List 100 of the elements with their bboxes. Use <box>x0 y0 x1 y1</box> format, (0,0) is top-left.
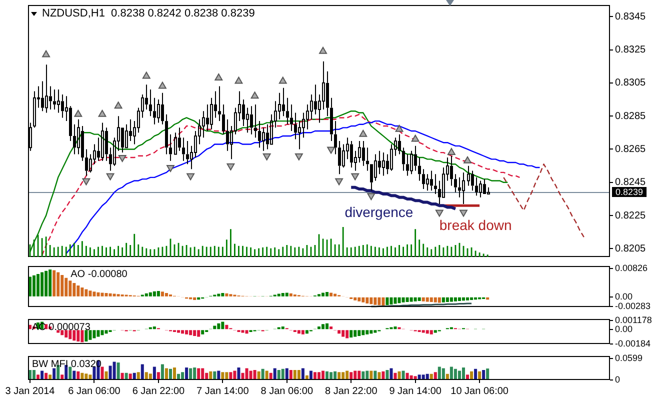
bar <box>76 371 80 380</box>
bar <box>96 292 100 296</box>
bar <box>390 297 393 304</box>
bar <box>84 289 88 296</box>
chart-title: AO -0.00080 <box>70 269 128 280</box>
bar <box>128 374 132 380</box>
bar <box>120 372 124 380</box>
bar <box>116 362 120 380</box>
bar <box>438 297 441 303</box>
bar <box>301 368 304 380</box>
bar <box>44 270 48 296</box>
bar <box>104 330 108 334</box>
bar <box>322 292 325 296</box>
bar <box>322 324 325 330</box>
bar <box>181 330 184 334</box>
bar <box>454 297 457 302</box>
bar <box>160 364 164 380</box>
bar <box>60 275 64 296</box>
bar <box>221 372 224 380</box>
bar <box>112 294 116 296</box>
bar <box>88 330 92 340</box>
bar <box>245 368 248 380</box>
bar <box>386 370 389 380</box>
bar <box>462 367 465 380</box>
bar <box>350 330 353 338</box>
bar <box>454 368 457 380</box>
bar <box>100 330 104 336</box>
candlestick <box>33 90 36 128</box>
bar <box>185 330 188 334</box>
bar <box>297 370 300 380</box>
bar <box>434 297 437 302</box>
bar <box>446 297 449 302</box>
x-tick-label: 7 Jan 14:00 <box>196 386 250 397</box>
bar <box>434 372 437 380</box>
x-tick-label: 9 Jan 14:00 <box>389 386 442 397</box>
bar <box>398 371 401 380</box>
bar <box>374 297 377 305</box>
bar <box>80 372 84 380</box>
bar <box>273 368 276 380</box>
bar <box>394 297 397 304</box>
bar <box>466 374 470 380</box>
bar <box>418 297 421 302</box>
bar <box>193 367 196 380</box>
bar <box>330 372 333 380</box>
bar <box>177 374 180 380</box>
bar <box>326 371 329 380</box>
bar <box>394 326 397 330</box>
bar <box>362 371 365 380</box>
bar <box>68 330 72 340</box>
bar <box>358 370 361 380</box>
bar <box>60 374 64 380</box>
bar <box>201 330 204 334</box>
x-tick-label: 8 Jan 22:00 <box>324 386 378 397</box>
bar <box>334 371 337 380</box>
bar <box>446 374 449 380</box>
bar <box>281 326 284 330</box>
bar <box>108 366 112 380</box>
bar <box>426 330 429 334</box>
bar <box>48 270 52 296</box>
bar <box>374 330 377 333</box>
bar <box>32 275 36 296</box>
bar <box>92 330 96 338</box>
bar <box>346 330 349 338</box>
bar <box>92 292 96 296</box>
bar <box>209 371 212 380</box>
bar <box>293 370 296 380</box>
bar <box>366 370 369 380</box>
bar <box>156 372 160 380</box>
bar <box>225 324 228 330</box>
bar <box>390 368 393 380</box>
bar <box>72 370 76 380</box>
bar <box>104 371 108 380</box>
bar <box>152 326 156 330</box>
bar <box>197 330 200 337</box>
bar <box>486 368 490 380</box>
bar <box>414 297 417 302</box>
bar <box>84 374 88 380</box>
bar <box>124 372 128 380</box>
bar <box>164 368 168 380</box>
bar <box>382 297 385 306</box>
bar <box>173 367 176 380</box>
bar <box>277 370 280 380</box>
bar <box>406 297 409 302</box>
bar <box>108 293 112 296</box>
bar <box>177 330 180 333</box>
bar <box>442 297 445 302</box>
bar <box>245 330 248 334</box>
bar <box>426 297 429 302</box>
bar <box>370 330 373 334</box>
bar <box>370 297 373 304</box>
bar <box>140 364 144 380</box>
bar <box>386 297 389 306</box>
bar <box>281 368 284 380</box>
bar <box>285 292 288 296</box>
bar <box>398 297 401 304</box>
bar <box>450 366 453 380</box>
bar <box>346 370 349 380</box>
bar <box>458 297 461 302</box>
bar <box>422 330 425 333</box>
bar <box>382 371 385 380</box>
